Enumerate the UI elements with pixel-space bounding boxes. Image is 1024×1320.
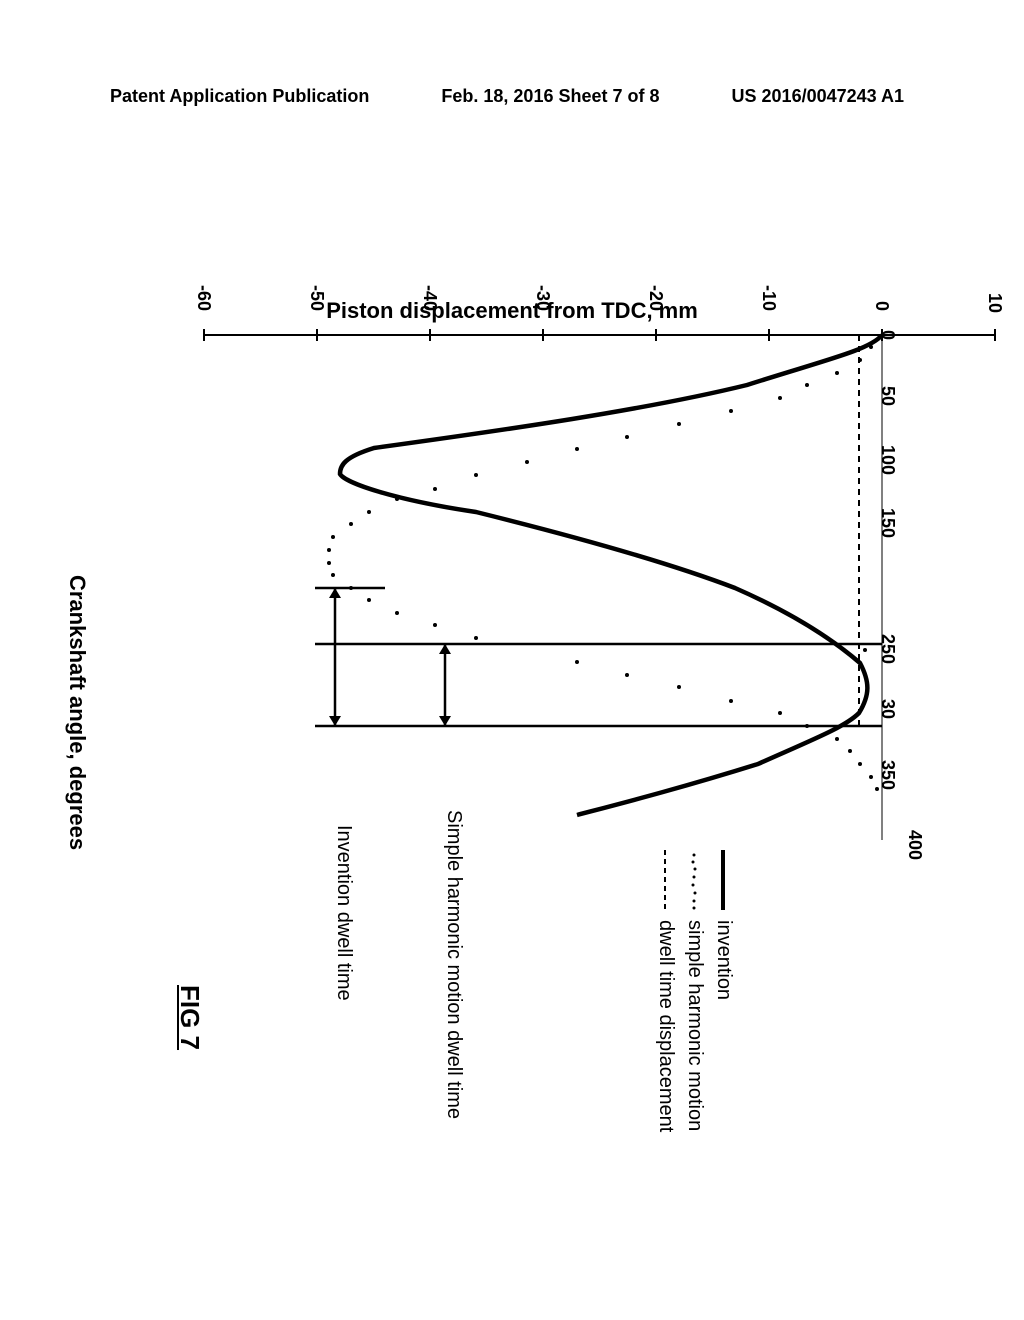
shm-dwell-arrow-r-icon <box>439 716 451 726</box>
inv-dwell-arrow-l-icon <box>329 588 341 598</box>
inv-dwell-arrow-r-icon <box>329 716 341 726</box>
invention-curve <box>340 335 882 815</box>
header-left: Patent Application Publication <box>110 86 369 107</box>
header-right: US 2016/0047243 A1 <box>732 86 904 107</box>
header-center: Feb. 18, 2016 Sheet 7 of 8 <box>441 86 659 107</box>
chart-inner: Piston displacement from TDC, mm Cranksh… <box>0 285 1024 1085</box>
shm-dwell-arrow-l-icon <box>439 644 451 654</box>
page-header: Patent Application Publication Feb. 18, … <box>0 86 1024 107</box>
chart-container: Piston displacement from TDC, mm Cranksh… <box>0 285 1024 1085</box>
chart-svg <box>0 285 1024 1085</box>
page-root: Patent Application Publication Feb. 18, … <box>0 0 1024 1320</box>
